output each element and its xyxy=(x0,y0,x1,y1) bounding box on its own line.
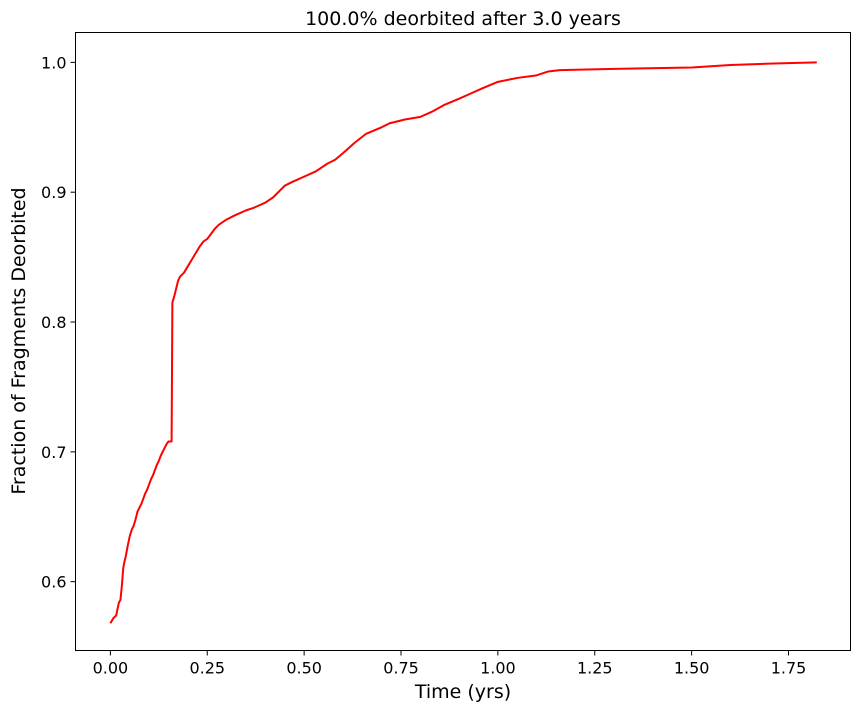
y-axis-ticks: 0.6 0.7 0.8 0.9 1.0 xyxy=(41,53,76,592)
x-tick-label: 1.75 xyxy=(771,659,807,678)
x-tick-label: 0.50 xyxy=(286,659,322,678)
plot-area xyxy=(75,32,851,651)
y-axis-label: Fraction of Fragments Deorbited xyxy=(8,187,30,494)
x-axis-ticks: 0.00 0.25 0.50 0.75 1.00 1.25 1.50 1.75 xyxy=(93,650,807,678)
x-tick-label: 0.75 xyxy=(383,659,419,678)
x-tick-label: 1.00 xyxy=(480,659,516,678)
y-tick-label: 1.0 xyxy=(41,53,66,72)
y-tick-label: 0.6 xyxy=(41,573,66,592)
x-tick-label: 1.25 xyxy=(577,659,613,678)
x-tick-label: 0.25 xyxy=(189,659,225,678)
x-tick-label: 0.00 xyxy=(93,659,129,678)
x-axis-label: Time (yrs) xyxy=(414,681,511,703)
y-tick-label: 0.7 xyxy=(41,443,66,462)
plot-frame xyxy=(75,32,851,651)
x-tick-label: 1.50 xyxy=(674,659,710,678)
chart-title: 100.0% deorbited after 3.0 years xyxy=(305,8,621,30)
y-tick-label: 0.9 xyxy=(41,183,66,202)
y-tick-label: 0.8 xyxy=(41,313,66,332)
series-line xyxy=(109,61,817,624)
